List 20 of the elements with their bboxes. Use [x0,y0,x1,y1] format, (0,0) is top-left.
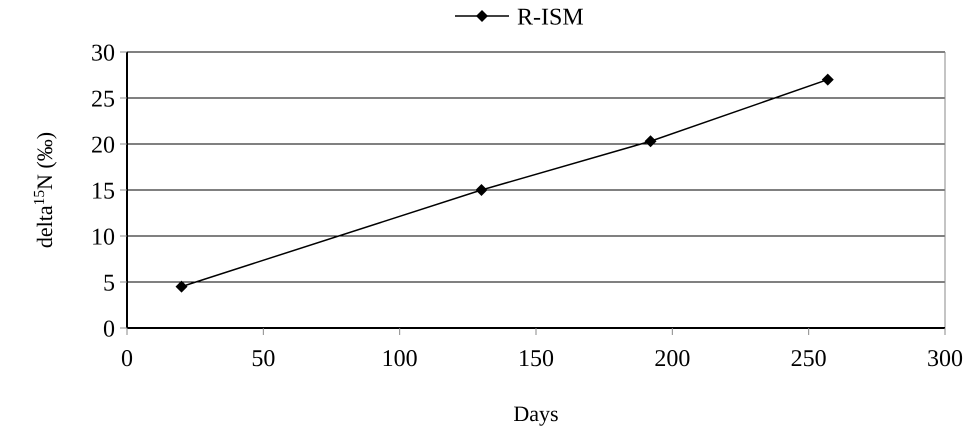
point [176,280,188,293]
x-tick-label: 250 [790,346,827,372]
y-tick-label: 30 [91,40,115,66]
point [475,184,488,196]
x-tick-label: 50 [251,346,276,372]
y-tick-label: 25 [91,86,115,112]
point [644,135,657,148]
x-tick-label: 100 [382,346,418,372]
point [822,74,834,86]
x-axis-title: Days [513,401,559,426]
y-tick-label: 10 [91,224,115,250]
x-tick-label: 200 [654,346,690,372]
y-tick-label: 20 [91,132,115,158]
y-tick-label: 15 [91,178,115,204]
x-tick-label: 300 [927,346,963,372]
legend-label: R-ISM [517,4,584,30]
x-tick-label: 0 [121,346,133,372]
y-tick-label: 0 [103,316,115,342]
x-tick-label: 150 [518,346,554,372]
y-tick-label: 5 [103,270,115,296]
